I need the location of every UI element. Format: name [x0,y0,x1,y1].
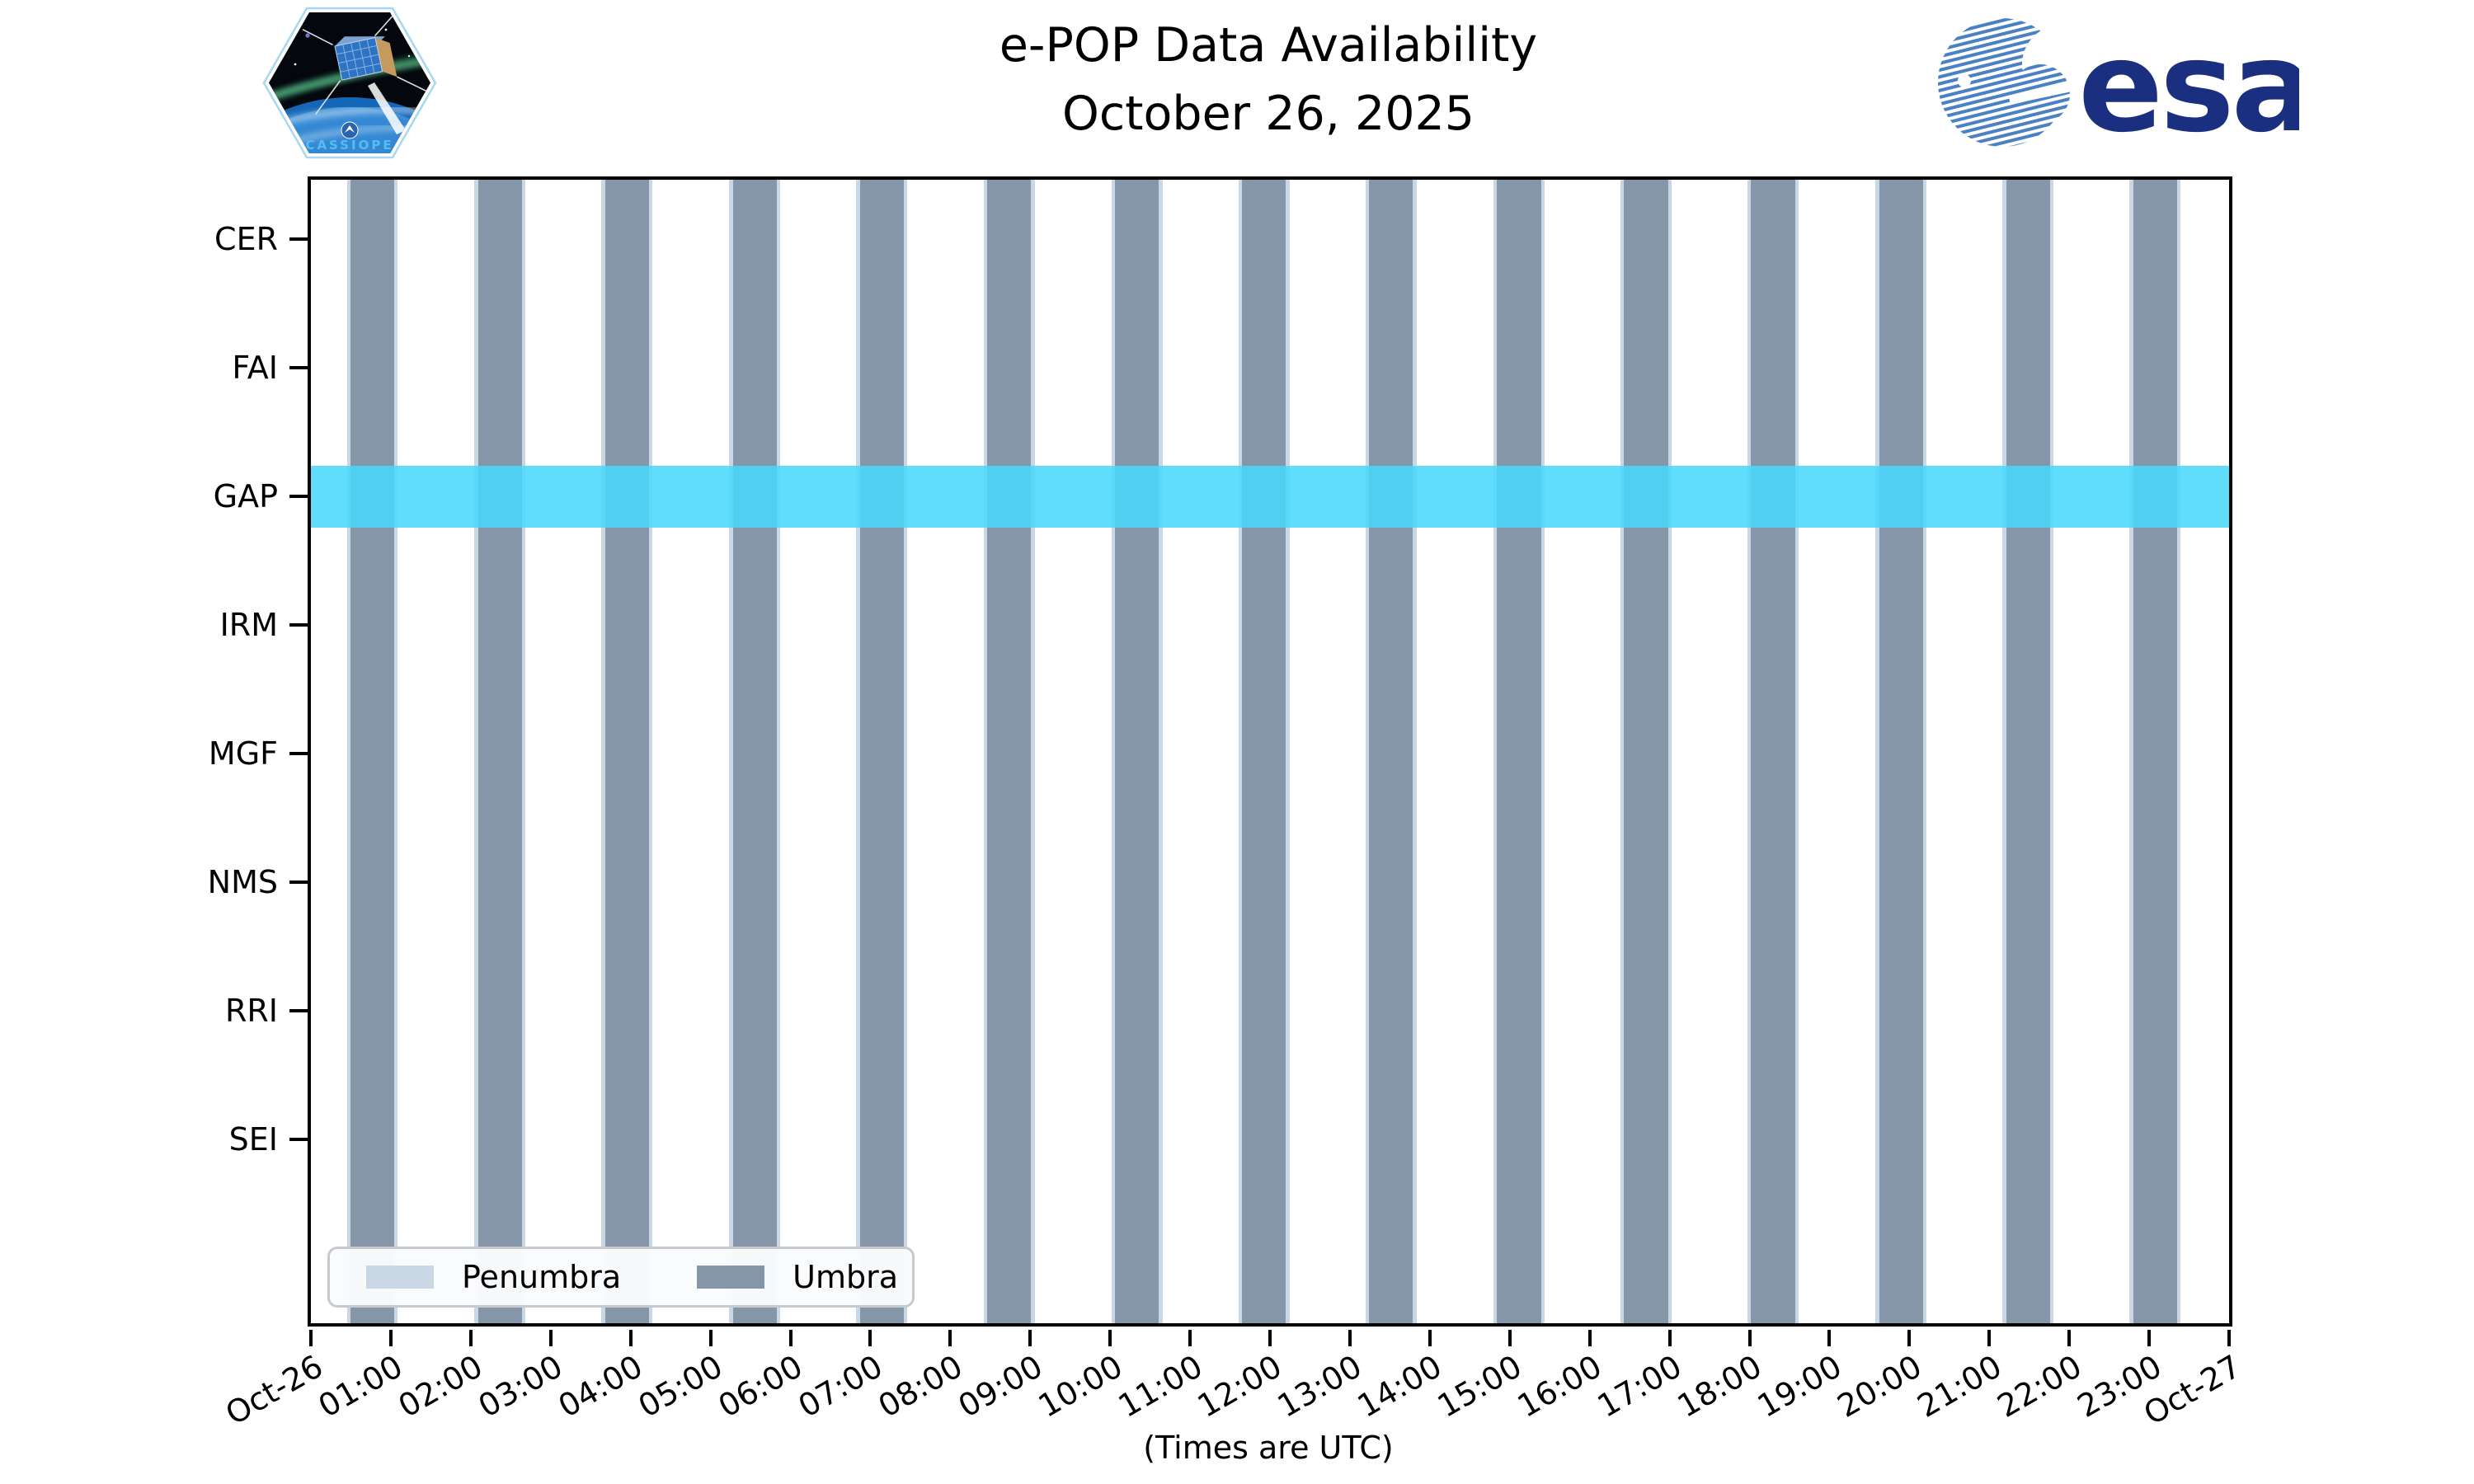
umbra-bar [859,180,905,1323]
x-tick-label: 02:00 [392,1348,489,1425]
umbra-bar [2133,180,2177,1323]
x-tick [2067,1330,2072,1346]
y-tick-label-rri: RRI [224,993,278,1029]
y-tick [289,366,308,369]
x-tick [948,1330,952,1346]
x-tick-label: 07:00 [792,1348,889,1425]
x-tick-label: 04:00 [552,1348,649,1425]
esa-logo-icon: esa [1938,15,2299,147]
chart-subtitle-date: October 26, 2025 [1061,87,1475,141]
x-tick [468,1330,473,1346]
x-tick-label: 11:00 [1112,1348,1209,1425]
x-tick-label: 05:00 [632,1348,729,1425]
y-tick-label-mgf: MGF [208,735,278,772]
cassiope-patch-label: CASSIOPE [305,138,393,153]
x-tick [1587,1330,1592,1346]
x-tick-label: 01:00 [313,1348,409,1425]
x-tick-label: 21:00 [1911,1348,2008,1425]
umbra-bar [2006,180,2050,1323]
x-axis-title: (Times are UTC) [1143,1430,1394,1466]
x-tick-label: 09:00 [952,1348,1049,1425]
x-tick [1907,1330,1912,1346]
umbra-bar [1879,180,1923,1323]
umbra-bar [604,180,649,1323]
x-tick [1028,1330,1032,1346]
x-tick [628,1330,633,1346]
y-tick [289,1138,308,1141]
y-tick-label-cer: CER [214,221,278,257]
x-tick [1188,1330,1192,1346]
umbra-bar [1114,180,1159,1323]
x-tick [1427,1330,1432,1346]
x-tick-label: 08:00 [872,1348,969,1425]
x-tick-label: 13:00 [1272,1348,1368,1425]
chart-title-block: e-POP Data Availability October 26, 2025 [309,12,2227,148]
x-tick-label: 14:00 [1351,1348,1448,1425]
x-tick [1268,1330,1272,1346]
y-tick [289,752,308,755]
x-tick [1987,1330,1992,1346]
esa-wordmark: esa [2078,15,2299,147]
umbra-bar [732,180,778,1323]
y-tick-label-nms: NMS [207,864,278,900]
legend-label-penumbra: Penumbra [462,1259,622,1295]
umbra-bar [1497,180,1541,1323]
x-tick-label: 10:00 [1032,1348,1129,1425]
x-tick [1667,1330,1672,1346]
y-tick-label-gap: GAP [213,478,278,514]
x-tick [2147,1330,2152,1346]
x-tick-label: 17:00 [1591,1348,1688,1425]
cassiope-mission-patch-icon: CASSIOPE [262,7,437,159]
x-tick-label: 19:00 [1751,1348,1848,1425]
umbra-bar [477,180,522,1323]
x-tick [788,1330,793,1346]
umbra-bar [986,180,1032,1323]
legend-swatch [697,1266,765,1289]
y-tick [289,237,308,241]
x-tick-label: 12:00 [1192,1348,1288,1425]
legend-label-umbra: Umbra [793,1259,899,1295]
x-tick [868,1330,872,1346]
legend-swatch [366,1266,434,1289]
x-tick-label: 16:00 [1511,1348,1608,1425]
x-tick [1348,1330,1352,1346]
chart-title: e-POP Data Availability [999,18,1538,73]
umbra-bar [1624,180,1668,1323]
x-tick-label: 06:00 [712,1348,809,1425]
x-tick-label: 15:00 [1431,1348,1528,1425]
x-tick [309,1330,313,1346]
x-tick [1747,1330,1752,1346]
y-tick [289,623,308,627]
x-tick [708,1330,713,1346]
x-tick-label: 20:00 [1831,1348,1928,1425]
plot-area: Penumbra Umbra CER FAI GAP IRM MGF NMS RRI SEI O… [208,176,2247,1432]
x-tick-label: Oct-26 [219,1348,329,1432]
satellite-icon [302,12,430,115]
x-tick [1827,1330,1832,1346]
umbra-bar [1369,180,1413,1323]
x-tick [1507,1330,1512,1346]
x-tick-label: 22:00 [1991,1348,2088,1425]
y-tick [289,881,308,884]
x-tick [548,1330,553,1346]
plot-canvas [311,180,2229,1323]
x-tick [388,1330,393,1346]
umbra-bar [350,180,394,1323]
y-tick [289,495,308,498]
x-tick-label: 18:00 [1671,1348,1768,1425]
y-tick-label-irm: IRM [219,607,278,643]
umbra-bar [1242,180,1286,1323]
x-tick [1108,1330,1112,1346]
y-tick [289,1009,308,1012]
x-tick-label: 03:00 [472,1348,569,1425]
y-tick-label-sei: SEI [228,1121,278,1158]
x-tick [2227,1330,2231,1346]
y-tick-label-fai: FAI [232,350,278,386]
umbra-bar [1751,180,1795,1323]
availability-band-gap [311,465,2229,528]
legend: Penumbra Umbra [327,1247,915,1308]
